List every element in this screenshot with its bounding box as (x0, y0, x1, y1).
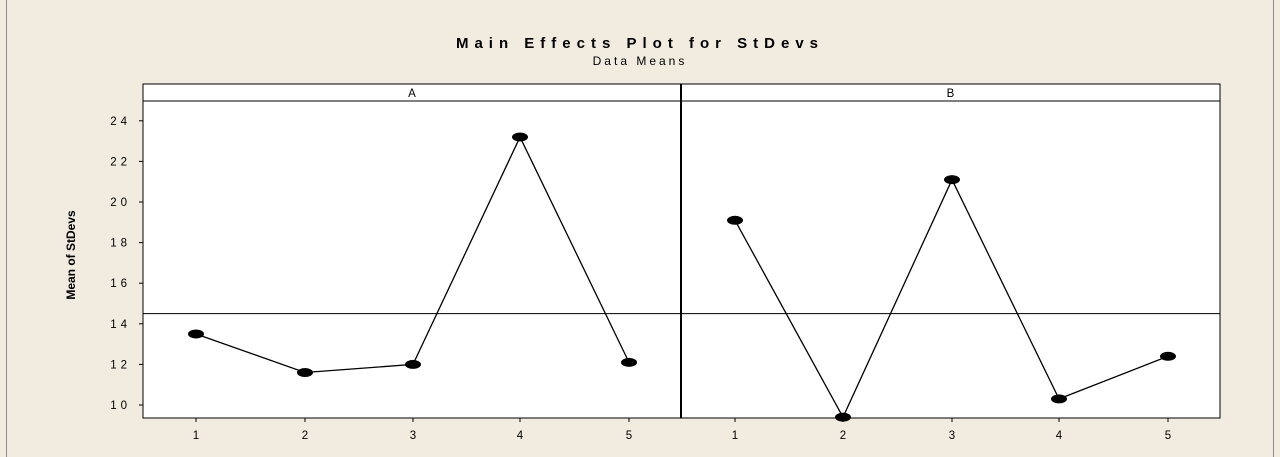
data-point (1051, 394, 1067, 404)
x-tick-label: 4 (1056, 430, 1063, 442)
data-point (188, 329, 204, 339)
y-tick-label: 24 (110, 116, 131, 128)
data-point (944, 175, 960, 185)
y-tick-label: 16 (110, 278, 131, 290)
x-tick-label: 1 (732, 430, 738, 442)
chart-subtitle: Data Means (593, 54, 688, 68)
data-point (621, 357, 637, 367)
data-point (512, 132, 528, 142)
data-point (297, 368, 313, 378)
y-tick-label: 20 (110, 197, 131, 209)
data-point (835, 412, 851, 422)
x-tick-label: 1 (193, 430, 199, 442)
y-tick-label: 18 (110, 238, 131, 250)
x-tick-label: 5 (1165, 430, 1171, 442)
chart-frame (6, 0, 1274, 457)
data-point (1160, 351, 1176, 361)
x-tick-label: 4 (517, 430, 524, 442)
panel-strip-label: A (408, 88, 416, 100)
chart-title: Main Effects Plot for StDevs (456, 35, 824, 52)
x-tick-label: 3 (949, 430, 955, 442)
data-point (727, 215, 743, 225)
x-tick-label: 5 (626, 430, 632, 442)
y-axis-label: Mean of StDevs (64, 210, 78, 300)
y-tick-label: 14 (110, 319, 131, 331)
panel-strip-label: B (947, 88, 955, 100)
x-tick-label: 2 (302, 430, 308, 442)
x-tick-label: 3 (410, 430, 416, 442)
y-tick-label: 12 (110, 359, 131, 371)
x-tick-label: 2 (840, 430, 846, 442)
data-point (405, 359, 421, 369)
y-tick-label: 10 (110, 400, 131, 412)
y-tick-label: 22 (110, 156, 131, 168)
